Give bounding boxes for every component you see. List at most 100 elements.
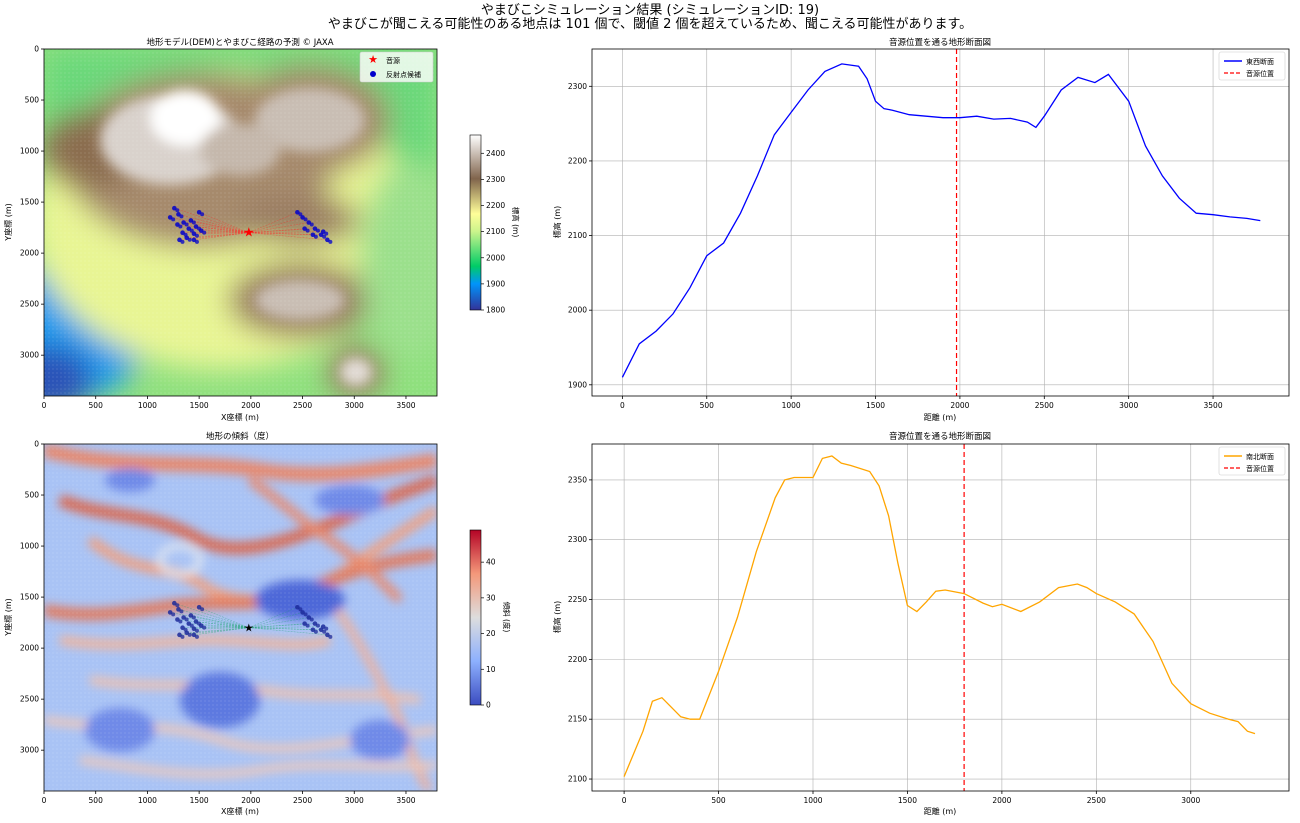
reflection-point: [179, 214, 184, 219]
ns-ticks: 0 500 1000 1500 2000 2500 3000 2100 2150 2200 2250…: [568, 475, 1201, 805]
colorbar-tick-label: 2100: [486, 227, 505, 236]
dem-colorbar: 1800 1900 2000 2100 2200 2300 2400 標高 (m): [469, 134, 521, 315]
y-tick-label: 500: [25, 96, 40, 105]
reflection-point: [202, 625, 207, 630]
y-tick-label: 1000: [20, 542, 39, 551]
reflection-point: [328, 634, 333, 639]
ns-profile-chart: 音源位置を通る地形断面図 0 500 1000 1500 2000 2500 3000 210…: [552, 431, 1290, 816]
y-tick-label: 2200: [568, 156, 587, 165]
reflection-point: [181, 615, 186, 620]
dem-title: 地形モデル(DEM)とやまびこ経路の予測 © JAXA: [146, 37, 333, 48]
reflection-point: [310, 232, 316, 238]
reflection-point: [188, 613, 194, 618]
x-tick-label: 2500: [293, 796, 312, 805]
echo-ray: [248, 627, 313, 630]
x-tick-label: 3000: [1181, 796, 1200, 805]
colorbar-tick-label: 2200: [486, 201, 505, 210]
x-tick-label: 1500: [190, 796, 209, 805]
reflection-point: [175, 603, 180, 608]
reflection-point: [180, 239, 185, 244]
legend-source-label: 音源: [386, 56, 400, 65]
figure-title-line1: やまびこシミュレーション結果 (シミュレーションID: 19): [480, 3, 820, 18]
x-tick-label: 3000: [345, 401, 364, 410]
legend-source-icon: ★: [368, 53, 378, 66]
ew-profile-chart: 音源位置を通る地形断面図 0 500 1000 1500 2000 2500 3000 350…: [552, 37, 1290, 422]
y-tick-label: 2100: [568, 231, 587, 240]
dem-xlabel: X座標 (m): [221, 412, 259, 422]
reflection-point: [188, 218, 194, 223]
reflection-point: [200, 212, 205, 217]
reflection-point: [295, 604, 300, 610]
x-tick-label: 0: [42, 401, 47, 410]
echo-ray: [174, 207, 249, 233]
y-tick-label: 1500: [20, 593, 39, 602]
reflection-point: [322, 234, 327, 239]
colorbar-tick-label: 2300: [486, 175, 505, 184]
echo-ray: [248, 228, 305, 233]
reflection-point: [298, 607, 303, 612]
ns-grid: [592, 444, 1289, 791]
x-tick-label: 1000: [803, 796, 822, 805]
reflection-point: [295, 209, 300, 215]
echo-ray: [248, 617, 309, 628]
y-tick-label: 2150: [568, 715, 587, 724]
echo-ray: [248, 217, 303, 233]
reflection-point: [306, 220, 312, 225]
y-tick-label: 2500: [20, 300, 39, 309]
legend-reflect-icon: [370, 71, 376, 77]
reflection-point: [325, 237, 330, 243]
reflection-point: [193, 619, 199, 624]
reflection-point: [178, 619, 183, 624]
echo-ray: [201, 625, 249, 628]
reflection-point: [178, 224, 183, 229]
x-tick-label: 3000: [1119, 401, 1138, 410]
x-tick-label: 2000: [241, 401, 260, 410]
reflection-point: [313, 234, 318, 239]
reflection-point: [303, 217, 308, 222]
reflection-point: [196, 209, 202, 215]
y-tick-label: 2000: [20, 249, 39, 258]
x-tick-label: 500: [89, 796, 104, 805]
x-tick-label: 2500: [1087, 796, 1106, 805]
y-tick-label: 2500: [20, 695, 39, 704]
y-tick-label: 2000: [568, 306, 587, 315]
reflection-point: [298, 212, 303, 217]
x-tick-label: 3000: [345, 796, 364, 805]
ew-series-line: [621, 63, 1261, 378]
echo-ray: [188, 228, 249, 233]
y-tick-label: 2300: [568, 82, 587, 91]
reflection-point: [184, 617, 189, 622]
echo-ray: [178, 214, 249, 233]
reflection-point: [310, 627, 316, 633]
colorbar-tick-label: 30: [486, 593, 496, 602]
reflection-point: [177, 632, 182, 638]
ew-axes-frame: [591, 48, 1290, 397]
ns-legend: 南北断面 音源位置: [1218, 446, 1286, 476]
dem-heatmap: ★: [44, 49, 437, 396]
reflection-point: [328, 239, 333, 244]
echo-ray: [248, 626, 324, 628]
reflection-point: [183, 627, 188, 632]
x-tick-label: 2000: [241, 796, 260, 805]
echo-ray: [248, 231, 324, 233]
reflection-point: [191, 237, 197, 243]
slope-axes-frame: [43, 443, 438, 792]
reflection-point: [179, 609, 184, 614]
reflection-point: [324, 231, 329, 236]
reflection-point: [200, 607, 205, 612]
reflection-point: [196, 604, 202, 610]
dem-colorbar-label: 標高 (m): [511, 207, 521, 238]
slope-chart: 地形の傾斜（度）: [3, 431, 512, 816]
y-tick-label: 2300: [568, 535, 587, 544]
colorbar-tick-label: 0: [486, 701, 491, 710]
x-tick-label: 1500: [866, 401, 885, 410]
reflection-point: [191, 231, 197, 237]
reflection-point: [177, 237, 182, 243]
reflection-point: [189, 228, 194, 233]
x-tick-label: 3500: [396, 796, 415, 805]
slope-title: 地形の傾斜（度）: [206, 431, 274, 442]
reflection-point: [176, 212, 181, 217]
ew-title: 音源位置を通る地形断面図: [889, 37, 991, 48]
colorbar-tick-label: 20: [486, 629, 496, 638]
ns-legend-series: 南北断面: [1246, 452, 1274, 461]
